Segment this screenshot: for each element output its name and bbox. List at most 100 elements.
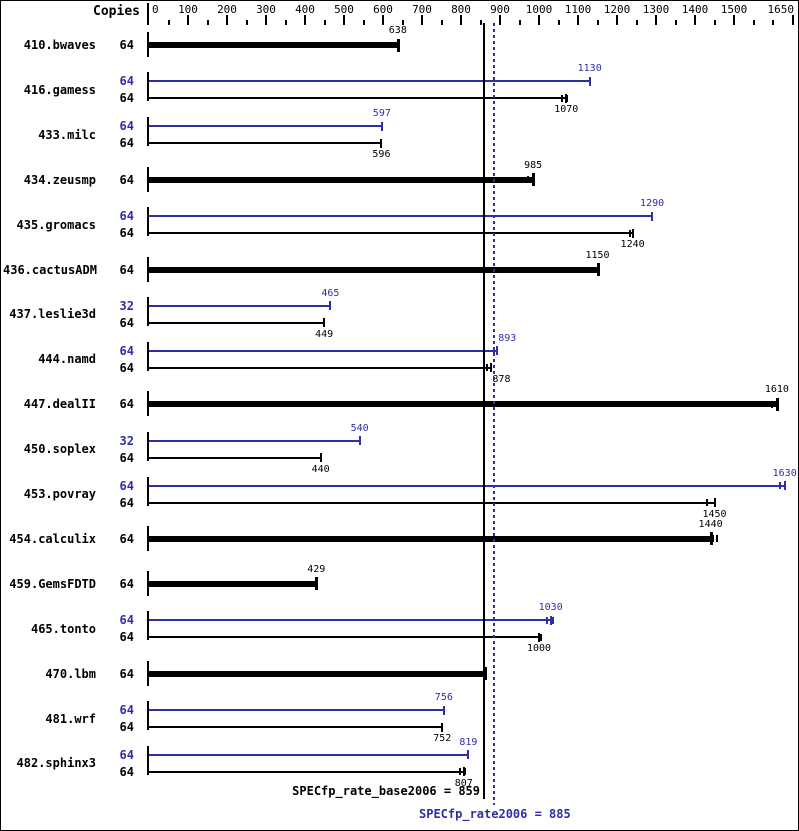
group-axis-segment bbox=[147, 525, 149, 551]
base-bar bbox=[149, 535, 711, 542]
base-bar bbox=[149, 456, 321, 459]
axis-minor-tick bbox=[167, 20, 170, 25]
base-bar bbox=[149, 670, 485, 677]
bar-end-tick bbox=[315, 577, 319, 591]
axis-major-tick bbox=[226, 15, 228, 25]
copies-label: 64 bbox=[119, 226, 134, 241]
bar-end-tick bbox=[588, 76, 591, 86]
axis-minor-tick bbox=[284, 20, 287, 25]
base-bar bbox=[149, 42, 398, 48]
axis-tick-label: 1000 bbox=[525, 3, 553, 16]
copies-label: 64 bbox=[119, 262, 134, 277]
value-label: 540 bbox=[350, 422, 369, 434]
bar-end-tick bbox=[483, 667, 487, 681]
copies-label: 64 bbox=[119, 747, 134, 762]
copies-label: 64 bbox=[119, 119, 134, 134]
value-label: 1290 bbox=[640, 198, 665, 210]
group-axis-segment bbox=[147, 72, 149, 102]
value-label: 807 bbox=[454, 777, 473, 789]
base-mean-summary: SPECfp_rate_base2006 = 859 bbox=[292, 784, 480, 798]
copies-label: 32 bbox=[119, 433, 134, 448]
benchmark-name: 433.milc bbox=[38, 127, 96, 142]
value-label: 1440 bbox=[698, 518, 723, 530]
axis-tick-label: 1650 bbox=[767, 3, 795, 16]
copies-label: 64 bbox=[119, 136, 134, 151]
value-label: 1610 bbox=[764, 384, 789, 396]
base-bar bbox=[149, 176, 534, 183]
run-mark bbox=[552, 616, 555, 624]
run-mark bbox=[539, 633, 542, 641]
axis-major-tick bbox=[304, 15, 306, 25]
axis-tick-label: 0 bbox=[152, 3, 159, 16]
value-label: 985 bbox=[524, 159, 543, 171]
value-label: 819 bbox=[459, 736, 478, 748]
axis-tick-label: 100 bbox=[178, 3, 198, 16]
axis-tick-label: 900 bbox=[490, 3, 510, 16]
base-bar bbox=[149, 366, 492, 369]
bar-end-tick bbox=[775, 397, 779, 411]
benchmark-name: 410.bwaves bbox=[23, 38, 96, 52]
copies-label: 64 bbox=[119, 360, 134, 375]
axis-minor-tick bbox=[635, 20, 638, 25]
copies-label: 64 bbox=[119, 613, 134, 628]
base-bar bbox=[149, 636, 539, 639]
base-bar bbox=[149, 97, 567, 100]
axis-major-tick bbox=[577, 15, 579, 25]
value-label: 449 bbox=[315, 328, 334, 340]
benchmark-name: 459.GemsFDTD bbox=[9, 576, 96, 591]
base-bar bbox=[149, 770, 464, 773]
bar-end-tick bbox=[396, 38, 400, 52]
value-label: 756 bbox=[434, 692, 453, 703]
bar-end-tick bbox=[713, 498, 716, 507]
peak-bar bbox=[149, 439, 360, 442]
value-label: 1450 bbox=[702, 508, 727, 520]
base-bar bbox=[149, 321, 325, 324]
group-axis-segment bbox=[147, 391, 149, 417]
bar-end-tick bbox=[467, 750, 470, 760]
axis-minor-tick bbox=[479, 20, 482, 25]
base-bar bbox=[149, 142, 382, 145]
copies-label: 64 bbox=[119, 397, 134, 412]
bar-end-tick bbox=[380, 121, 383, 131]
copies-label: 64 bbox=[119, 630, 134, 645]
axis-minor-tick bbox=[752, 20, 755, 25]
value-label: 1240 bbox=[620, 239, 645, 251]
peak-bar bbox=[149, 125, 382, 128]
copies-label: 64 bbox=[119, 38, 134, 52]
bar-end-tick bbox=[462, 767, 465, 777]
bar-end-tick bbox=[490, 363, 493, 373]
axis-tick-label: 200 bbox=[217, 3, 237, 16]
benchmark-name: 447.dealII bbox=[23, 397, 96, 412]
bar-end-tick bbox=[538, 632, 540, 642]
benchmark-name: 435.gromacs bbox=[16, 217, 96, 232]
axis-major-tick bbox=[343, 15, 345, 25]
bar-end-tick bbox=[323, 318, 326, 328]
copies-label: 64 bbox=[119, 450, 134, 465]
base-bar bbox=[149, 401, 777, 408]
copies-label: 64 bbox=[119, 703, 134, 717]
group-axis-segment bbox=[147, 745, 149, 775]
axis-tick-label: 500 bbox=[334, 3, 354, 16]
value-label: 596 bbox=[372, 149, 391, 161]
copies-label: 64 bbox=[119, 172, 134, 187]
base-bar bbox=[149, 232, 633, 235]
base-bar bbox=[149, 266, 598, 273]
copies-label: 64 bbox=[119, 576, 134, 591]
axis-major-tick bbox=[733, 15, 735, 25]
axis-minor-tick bbox=[596, 20, 599, 25]
peak-mean-summary: SPECfp_rate2006 = 885 bbox=[419, 807, 571, 821]
axis-tick-label: 1300 bbox=[642, 3, 670, 16]
run-mark bbox=[546, 616, 549, 624]
axis-major-tick bbox=[421, 15, 423, 25]
axis-tick-label: 700 bbox=[412, 3, 432, 16]
peak-bar bbox=[149, 484, 785, 487]
value-label: 1000 bbox=[526, 643, 552, 655]
value-label: 1070 bbox=[554, 104, 579, 116]
copies-label: 64 bbox=[119, 74, 134, 89]
bar-end-tick bbox=[319, 453, 322, 463]
benchmark-name: 434.zeusmp bbox=[23, 172, 96, 187]
benchmark-name: 444.namd bbox=[38, 352, 96, 367]
benchmark-name: 436.cactusADM bbox=[3, 262, 97, 277]
axis-major-tick bbox=[460, 15, 462, 25]
bar-end-tick bbox=[441, 722, 444, 732]
